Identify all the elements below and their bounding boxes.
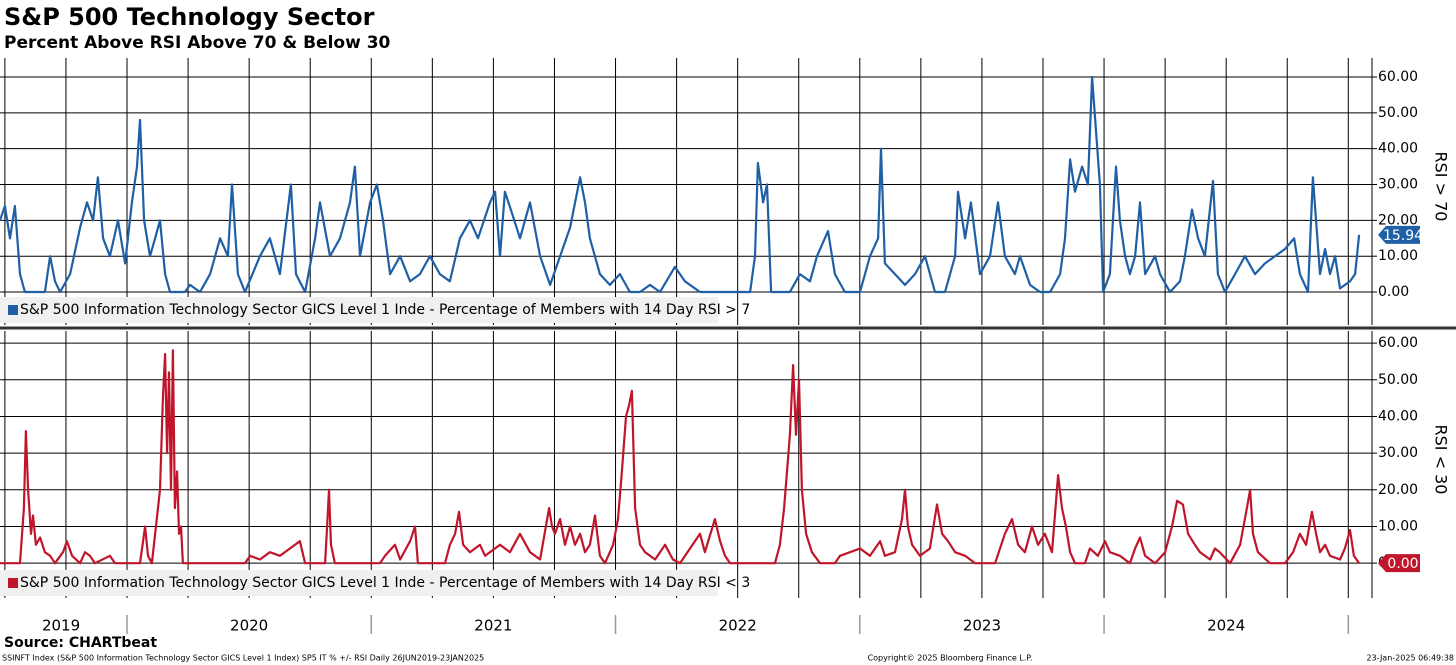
legend-swatch (8, 578, 18, 588)
end-label: 0.00 (1387, 556, 1418, 572)
y-tick-label: 50.00 (1378, 105, 1418, 121)
y-tick-label: 60.00 (1378, 335, 1418, 351)
y-tick-label: 30.00 (1378, 177, 1418, 193)
x-tick-label: 2024 (1207, 617, 1245, 635)
legend-box (0, 570, 718, 596)
chart-subtitle: Percent Above RSI Above 70 & Below 30 (4, 33, 391, 53)
y-tick-label: 60.00 (1378, 69, 1418, 85)
chart-title: S&P 500 Technology Sector (4, 3, 375, 31)
y-tick-label: 50.00 (1378, 372, 1418, 388)
end-label: 15.94 (1383, 228, 1423, 244)
line-series (0, 349, 1361, 565)
y-tick-label: 10.00 (1378, 248, 1418, 264)
x-tick-label: 2020 (230, 617, 268, 635)
end-label-box (1378, 554, 1420, 573)
x-tick-label: 2021 (474, 617, 512, 635)
y-axis-label: RSI < 30 (1432, 425, 1451, 495)
legend-label: S&P 500 Information Technology Sector GI… (20, 302, 750, 318)
source: Source: CHARTbeat (4, 635, 157, 651)
y-tick-label: 40.00 (1378, 408, 1418, 424)
y-tick-label: 20.00 (1378, 482, 1418, 498)
x-tick-label: 2023 (963, 617, 1001, 635)
y-tick-label: 0.00 (1378, 284, 1409, 300)
footer-right: 23-Jan-2025 06:49:38 (1366, 654, 1454, 663)
y-tick-label: 40.00 (1378, 141, 1418, 157)
x-tick-label: 2022 (719, 617, 757, 635)
x-tick-label: 2019 (42, 617, 80, 635)
y-tick-label: 10.00 (1378, 518, 1418, 534)
footer-left: SSINFT Index (S&P 500 Information Techno… (2, 654, 484, 663)
legend-label: S&P 500 Information Technology Sector GI… (20, 575, 750, 591)
legend-box (0, 297, 718, 323)
y-tick-label: 20.00 (1378, 212, 1418, 228)
legend-swatch (8, 305, 18, 315)
y-axis-label: RSI > 70 (1432, 152, 1451, 222)
line-series (0, 75, 1361, 294)
end-label-box (1378, 225, 1420, 244)
y-tick-label: 30.00 (1378, 445, 1418, 461)
footer-center: Copyright© 2025 Bloomberg Finance L.P. (868, 654, 1033, 663)
